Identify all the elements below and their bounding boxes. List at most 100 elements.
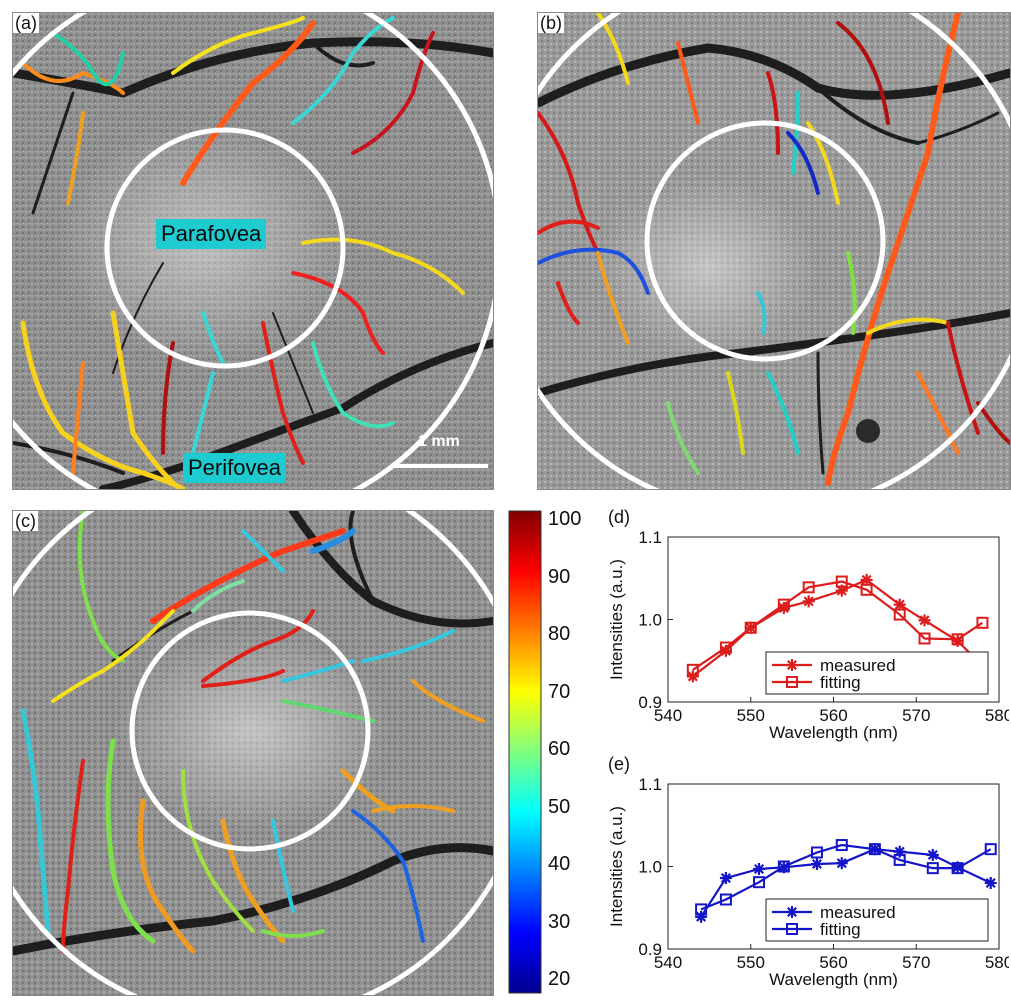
data-point-measured — [753, 862, 766, 875]
data-point-fitting — [777, 598, 790, 611]
legend-box — [765, 651, 989, 695]
data-point-fitting — [868, 843, 881, 856]
colorbar-gradient — [508, 510, 542, 994]
data-point-fitting — [719, 641, 732, 654]
data-point-fitting — [802, 581, 815, 594]
marker-stroke — [754, 863, 765, 874]
marker-stroke — [919, 615, 930, 626]
data-point-measured — [918, 614, 931, 627]
data-point-fitting — [753, 876, 766, 889]
panel-a-label: (a) — [13, 13, 39, 33]
marker-stroke — [811, 859, 822, 870]
x-axis-label: Wavelength (nm) — [769, 723, 898, 742]
data-point-fitting — [951, 633, 964, 646]
marker-stroke — [836, 585, 847, 596]
panel-b-label: (b) — [538, 13, 564, 33]
marker-stroke — [720, 873, 731, 884]
colorbar-tick-label: 30 — [548, 910, 571, 933]
series-line-fitting — [700, 843, 992, 911]
x-tick-label: 560 — [819, 953, 847, 972]
data-point-measured — [719, 872, 732, 885]
data-point-fitting — [695, 903, 708, 916]
parafovea-label: Parafovea — [156, 219, 267, 249]
y-axis-label: Intensities (a.u.) — [607, 559, 626, 680]
legend-marker — [786, 923, 798, 935]
data-point-measured — [686, 670, 699, 683]
marker-stroke — [927, 849, 938, 860]
x-tick-label: 550 — [737, 706, 765, 725]
y-axis-label: Intensities (a.u.) — [607, 806, 626, 927]
legend-marker — [786, 906, 798, 918]
data-point-fitting — [918, 632, 931, 645]
colorbar-tick-label: 80 — [548, 623, 571, 645]
data-point-fitting — [835, 575, 848, 588]
x-tick-label: 580 — [985, 706, 1009, 725]
perifovea-label: Perifovea — [183, 453, 286, 483]
series-measured — [695, 843, 997, 923]
legend-label: fitting — [820, 920, 861, 939]
legend-marker — [786, 676, 798, 688]
legend-label: measured — [820, 656, 896, 675]
data-point-fitting — [976, 616, 989, 629]
x-tick-label: 580 — [985, 953, 1009, 972]
marker-stroke — [803, 596, 814, 607]
y-tick-label: 1.1 — [638, 775, 662, 794]
data-point-fitting — [893, 853, 906, 866]
data-point-fitting — [835, 839, 848, 852]
x-tick-label: 570 — [902, 953, 930, 972]
data-point-fitting — [810, 846, 823, 859]
x-tick-label: 570 — [902, 706, 930, 725]
marker-stroke — [985, 877, 996, 889]
legend-box — [765, 898, 989, 942]
data-point-measured — [860, 573, 873, 586]
chart-d: 540 550 560 570 580 0.9 1.0 1.1 Wavelength (nm) I… — [606, 507, 1011, 752]
colorbar-tick-label: 40 — [548, 853, 571, 875]
panel-a-retina-map: (a) Parafovea Perifovea 1 mm — [12, 12, 494, 490]
colorbar-tick-label: 60 — [548, 738, 571, 760]
x-tick-label: 550 — [737, 953, 765, 972]
data-point-fitting — [860, 583, 873, 596]
series-fitting — [686, 575, 989, 676]
marker-stroke — [786, 659, 798, 671]
y-tick-label: 1.1 — [638, 528, 662, 547]
x-axis-label: Wavelength (nm) — [769, 970, 898, 989]
marker-stroke — [778, 602, 789, 613]
data-point-fitting — [926, 862, 939, 875]
series-fitting — [695, 839, 997, 916]
x-tick-label: 540 — [654, 706, 682, 725]
colorbar-tick-label: 70 — [548, 680, 571, 703]
colorbar-tick-label: 50 — [548, 795, 571, 818]
data-point-fitting — [984, 843, 997, 856]
legend-marker — [786, 659, 798, 671]
colorbar-tick-label: 20 — [548, 968, 571, 990]
data-point-measured — [719, 644, 732, 657]
x-tick-label: 540 — [654, 953, 682, 972]
panel-c-retina-map: (c) — [12, 510, 494, 996]
data-point-fitting — [777, 860, 790, 873]
data-point-fitting — [719, 893, 732, 906]
marker-stroke — [786, 906, 798, 918]
marker-stroke — [836, 858, 847, 869]
data-point-fitting — [744, 621, 757, 634]
panel-e-label: (e) — [606, 754, 632, 774]
data-point-fitting — [951, 862, 964, 875]
y-tick-label: 1.0 — [638, 611, 662, 630]
marker-stroke — [720, 645, 731, 656]
chart-e: 540 550 560 570 580 0.9 1.0 1.1 Wavelength (nm) I… — [606, 754, 1011, 999]
data-point-measured — [926, 848, 939, 861]
data-point-measured — [810, 858, 823, 871]
colorbar-tick-label: 90 — [548, 565, 571, 588]
data-point-measured — [835, 857, 848, 870]
marker-stroke — [687, 671, 698, 682]
colorbar-tick-label: 100 — [548, 508, 582, 530]
y-tick-label: 1.0 — [638, 858, 662, 877]
series-line-fitting — [692, 580, 984, 671]
scale-bar-label: 1 mm — [418, 433, 460, 450]
marker-stroke — [861, 574, 872, 585]
y-tick-label: 0.9 — [638, 693, 662, 712]
legend-label: measured — [820, 903, 896, 922]
data-point-measured — [802, 595, 815, 608]
marker-stroke — [894, 599, 905, 610]
